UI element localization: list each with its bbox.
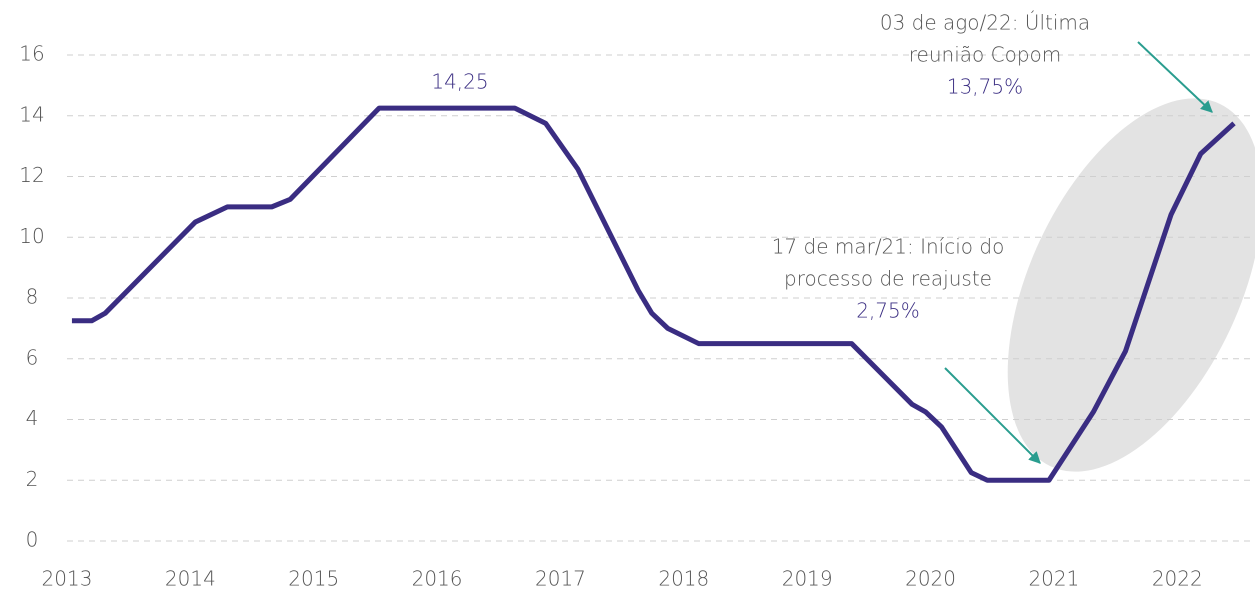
- x-tick-label: 2019: [782, 567, 833, 591]
- annotation: processo de reajuste: [784, 267, 992, 291]
- y-tick-label: 14: [19, 102, 44, 126]
- x-tick-label: 2013: [42, 567, 93, 591]
- y-tick-label: 4: [26, 406, 39, 430]
- annotation: 14,25: [431, 70, 488, 94]
- x-tick-label: 2015: [288, 567, 339, 591]
- annotation: 17 de mar/21: Início do: [772, 235, 1005, 259]
- x-tick-label: 2014: [165, 567, 216, 591]
- x-tick-label: 2017: [535, 567, 586, 591]
- highlight-ellipse: [1007, 98, 1255, 472]
- x-tick-label: 2016: [412, 567, 463, 591]
- y-tick-label: 8: [26, 285, 39, 309]
- annotation: 03 de ago/22: Última: [880, 11, 1090, 35]
- x-tick-label: 2022: [1152, 567, 1203, 591]
- arrow: [944, 367, 1041, 464]
- x-tick-label: 2021: [1028, 567, 1079, 591]
- grid: [67, 54, 1255, 542]
- y-tick-label: 12: [19, 163, 44, 187]
- y-tick-label: 2: [26, 467, 39, 491]
- y-tick-label: 10: [19, 224, 44, 248]
- x-tick-label: 2020: [905, 567, 956, 591]
- annotation: 13,75%: [947, 75, 1023, 99]
- plot: [71, 105, 1236, 483]
- arrow: [1137, 41, 1213, 113]
- annotation: reunião Copom: [909, 43, 1061, 67]
- y-tick-label: 6: [26, 345, 39, 369]
- line: [71, 105, 1236, 483]
- x-tick-label: 2018: [658, 567, 709, 591]
- y-tick-label: 0: [26, 528, 39, 552]
- y-tick-label: 16: [19, 42, 44, 66]
- annotation: 2,75%: [856, 299, 920, 323]
